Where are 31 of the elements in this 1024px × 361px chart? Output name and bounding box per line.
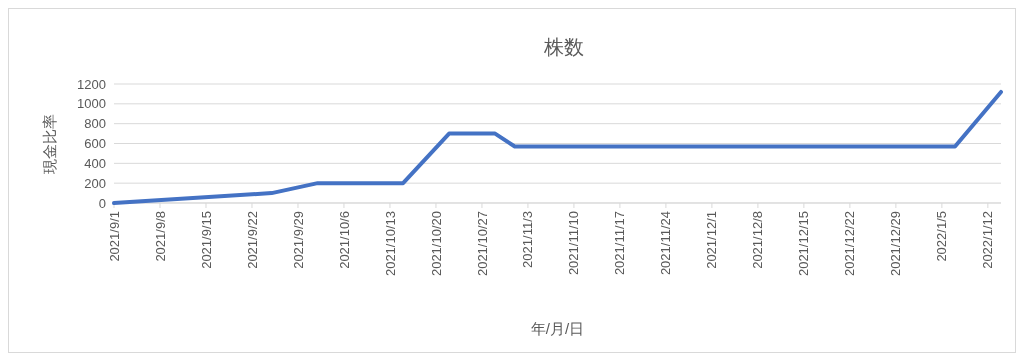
y-tick-label: 1200 — [77, 76, 106, 92]
x-tick-label: 2021/12/15 — [796, 211, 812, 277]
x-tick-label: 2021/9/29 — [290, 211, 306, 269]
x-axis-title: 年/月/日 — [530, 320, 585, 337]
y-tick-label: 0 — [98, 195, 106, 211]
y-tick-label: 400 — [84, 155, 106, 171]
x-tick-label: 2022/1/5 — [934, 211, 950, 262]
x-tick-label: 2021/10/27 — [474, 211, 490, 277]
chart-title: 株数 — [542, 36, 584, 58]
x-tick-label: 2021/12/29 — [888, 211, 904, 277]
x-tick-label: 2021/12/1 — [704, 211, 720, 269]
y-tick-label: 1000 — [77, 96, 106, 112]
y-axis-title: 現金比率 — [41, 113, 59, 174]
y-tick-label: 600 — [84, 136, 106, 152]
y-tick-label: 800 — [84, 116, 106, 132]
x-tick-label: 2021/11/3 — [520, 211, 536, 268]
x-tick-label: 2021/10/20 — [428, 211, 444, 277]
y-tick-label: 200 — [84, 175, 106, 191]
x-tick-label: 2021/10/13 — [382, 211, 398, 277]
x-tick-label: 2022/1/12 — [980, 211, 996, 269]
x-tick-label: 2021/12/22 — [842, 211, 858, 277]
x-tick-label: 2021/11/10 — [566, 211, 582, 276]
x-tick-label: 2021/11/24 — [658, 211, 674, 276]
x-tick-label: 2021/10/6 — [336, 211, 352, 269]
x-tick-label: 2021/12/8 — [750, 211, 766, 269]
x-tick-label: 2021/11/17 — [612, 211, 628, 276]
line-series — [112, 89, 1003, 205]
x-tick-label: 2021/9/1 — [106, 211, 122, 262]
x-tick-label: 2021/9/15 — [198, 211, 214, 269]
x-tick-label: 2021/9/22 — [244, 211, 260, 269]
x-tick-label: 2021/9/8 — [152, 211, 168, 262]
